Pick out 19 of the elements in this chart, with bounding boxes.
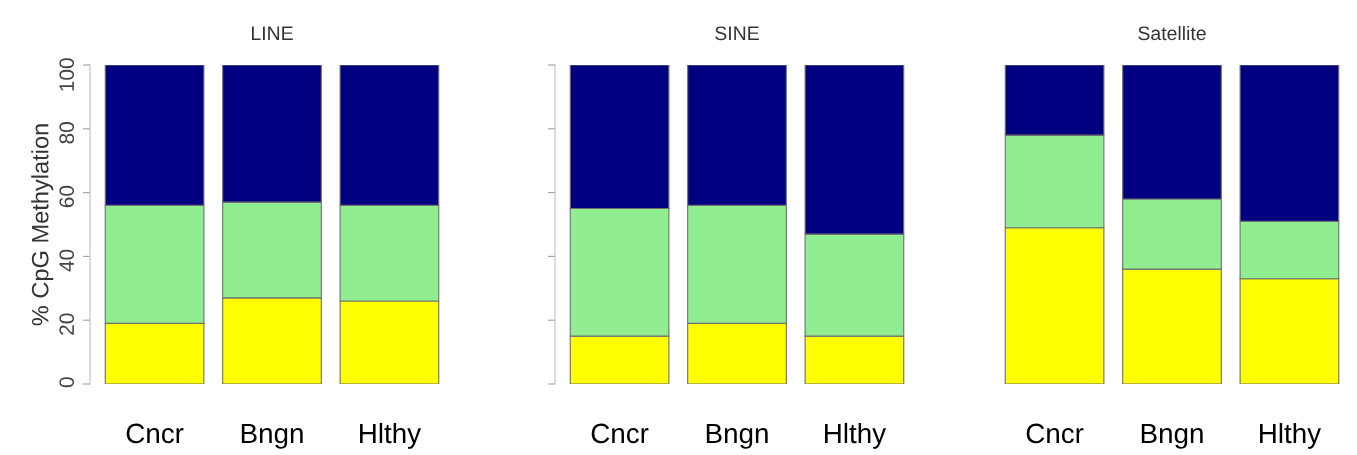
y-tick-label: 40 [59, 249, 75, 272]
x-tick-label: Hlthy [1260, 422, 1322, 449]
y-tick-label: 60 [59, 185, 75, 208]
x-tick-label: Cncr [126, 423, 184, 444]
x-tick-label: Hlthy [360, 422, 422, 449]
x-tick-label: Bngn [241, 423, 303, 449]
y-tick-label: 80 [59, 122, 75, 144]
y-tick-label: 0 [59, 377, 75, 388]
y-axis-title: % CpG Methylation [31, 124, 54, 326]
x-tick-label: Hlthy [825, 422, 887, 449]
x-tick-label: Cncr [1026, 423, 1084, 444]
y-tick-label: 100 [59, 58, 75, 91]
x-tick-label: Bngn [1141, 423, 1203, 449]
x-tick-label: Bngn [706, 423, 768, 449]
y-tick-label: 20 [59, 313, 75, 335]
chart-title: LINE [251, 26, 293, 40]
chart-title: SINE [715, 26, 759, 41]
chart-title: Satellite [1138, 25, 1206, 41]
x-tick-label: Cncr [591, 423, 649, 444]
